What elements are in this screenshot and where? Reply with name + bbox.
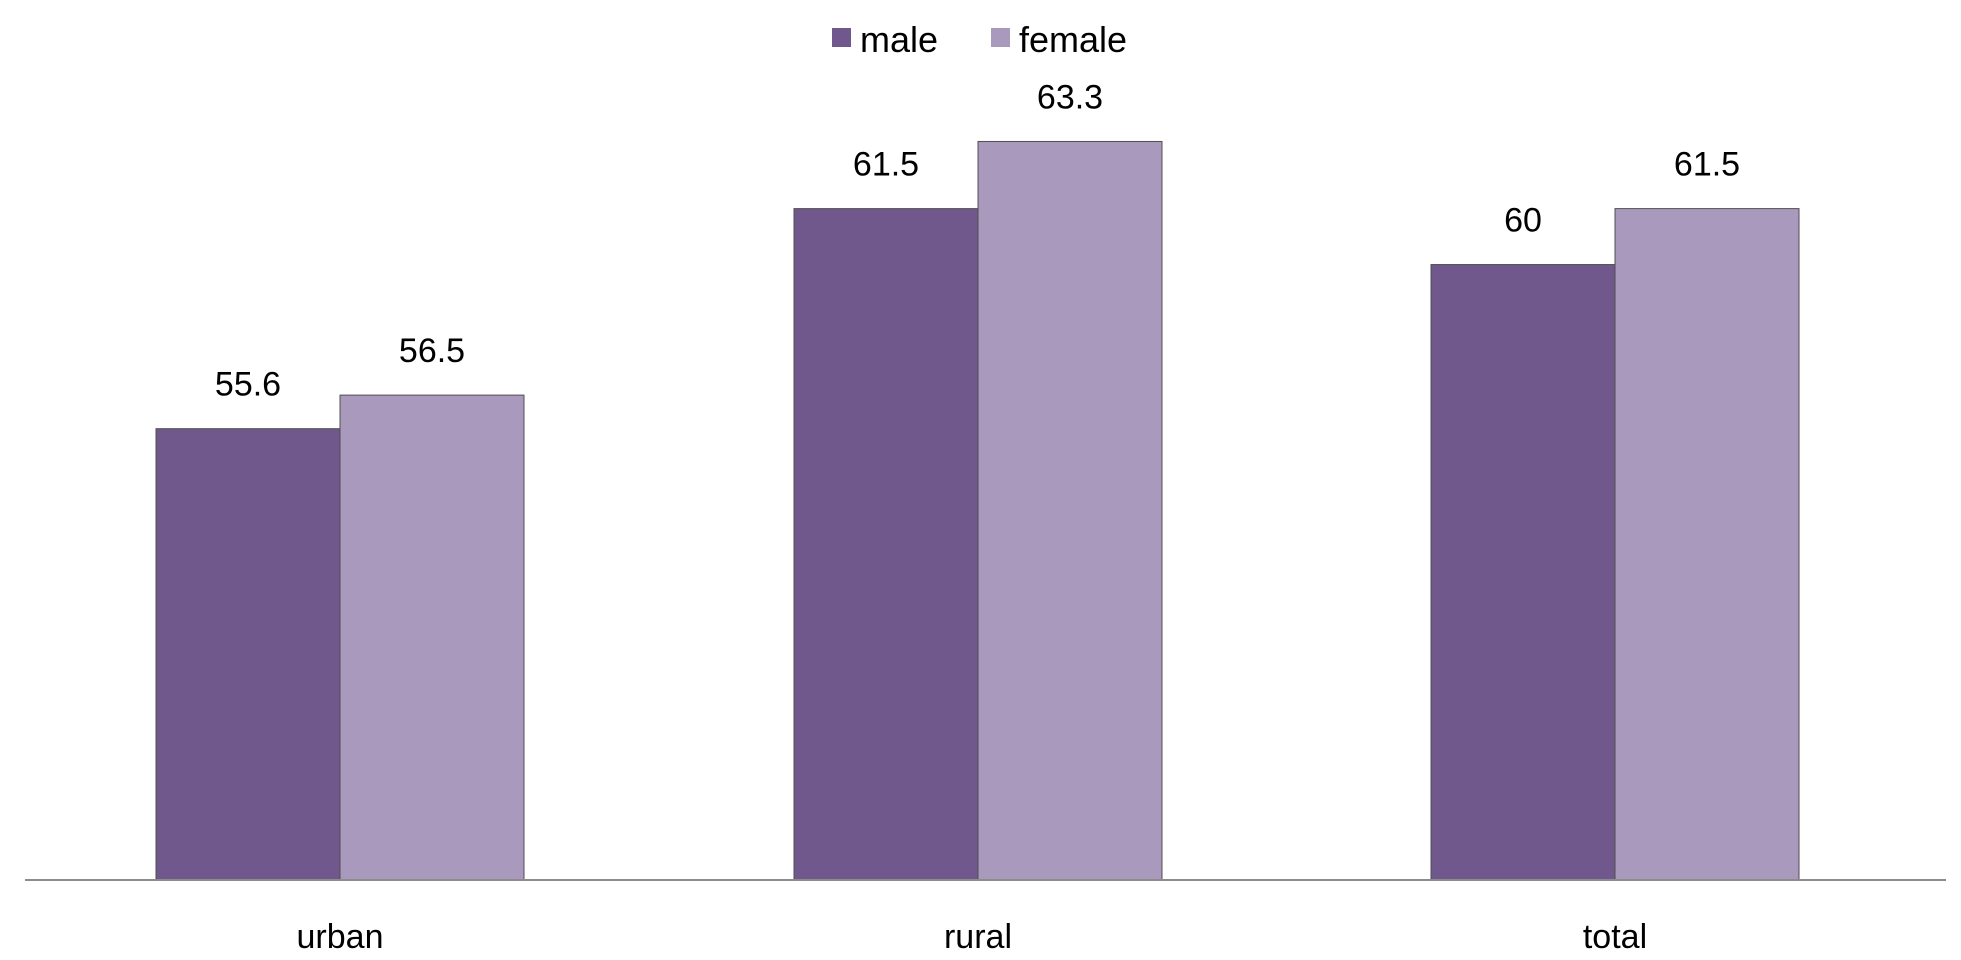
bar-urban-male (155, 428, 341, 881)
bar-rural-male (793, 208, 979, 881)
legend-swatch-female (991, 28, 1010, 47)
bars (155, 140, 1800, 881)
bar-total-female (1614, 208, 1800, 881)
category-label-urban: urban (297, 918, 384, 956)
bar-total-male (1430, 264, 1616, 881)
legend-label-male: male (860, 19, 938, 60)
legend-item-male: male (832, 19, 938, 60)
data-label-urban-male: 55.6 (215, 366, 281, 404)
legend-item-female: female (991, 19, 1127, 60)
legend-label-female: female (1019, 19, 1127, 60)
legend-swatch-male (832, 28, 851, 47)
bar-rural-female (977, 140, 1163, 881)
bar-urban-female (339, 394, 525, 881)
data-label-urban-female: 56.5 (399, 332, 465, 370)
category-label-total: total (1583, 918, 1647, 956)
data-label-rural-male: 61.5 (853, 146, 919, 184)
legend: male female (832, 19, 1127, 60)
category-labels: urban rural total (297, 918, 1648, 956)
data-label-total-female: 61.5 (1674, 146, 1740, 184)
data-label-rural-female: 63.3 (1037, 78, 1103, 116)
data-labels: 55.6 56.5 61.5 63.3 60 61.5 (215, 78, 1740, 403)
data-label-total-male: 60 (1504, 202, 1542, 240)
category-label-rural: rural (944, 918, 1012, 956)
